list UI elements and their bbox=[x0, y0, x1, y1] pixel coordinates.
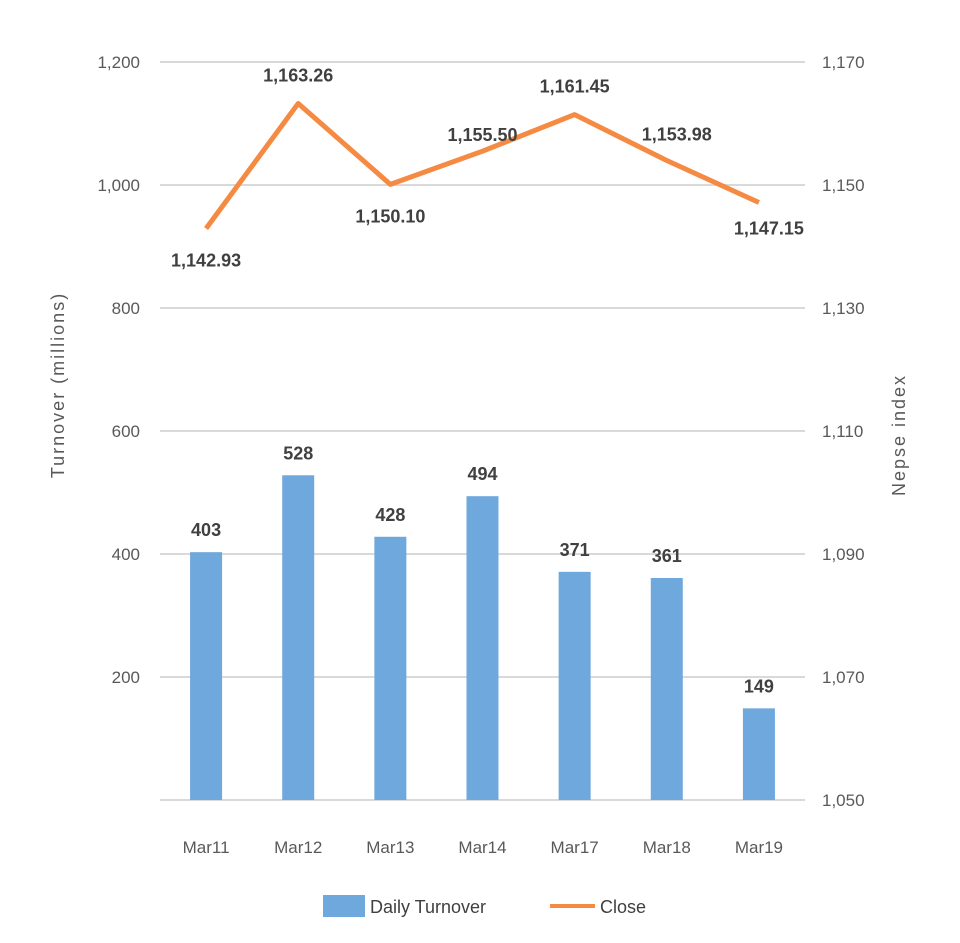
legend-swatch-turnover bbox=[323, 895, 365, 917]
y-tick-label: 1,000 bbox=[97, 176, 140, 195]
bar-data-label: 403 bbox=[191, 520, 221, 540]
y2-tick-label: 1,170 bbox=[822, 53, 865, 72]
y-tick-label: 400 bbox=[112, 545, 140, 564]
y-axis-title: Turnover (millions) bbox=[48, 292, 68, 478]
y-tick-label: 800 bbox=[112, 299, 140, 318]
line-data-label: 1,155.50 bbox=[447, 125, 517, 145]
y2-tick-label: 1,050 bbox=[822, 791, 865, 810]
y2-tick-label: 1,150 bbox=[822, 176, 865, 195]
x-tick-label: Mar11 bbox=[183, 838, 230, 857]
y2-tick-label: 1,070 bbox=[822, 668, 865, 687]
legend-label-turnover: Daily Turnover bbox=[370, 897, 486, 917]
bar-data-label: 428 bbox=[375, 505, 405, 525]
x-tick-label: Mar19 bbox=[735, 838, 783, 857]
y-tick-label: 600 bbox=[112, 422, 140, 441]
line-data-label: 1,153.98 bbox=[642, 125, 712, 145]
bar-data-label: 371 bbox=[560, 540, 590, 560]
legend-label-close: Close bbox=[600, 897, 646, 917]
y-tick-label: 1,200 bbox=[97, 53, 140, 72]
bar-data-label: 361 bbox=[652, 546, 682, 566]
x-tick-label: Mar18 bbox=[643, 838, 691, 857]
bar-data-label: 494 bbox=[467, 464, 497, 484]
bar-Mar13 bbox=[374, 537, 406, 800]
line-data-label: 1,163.26 bbox=[263, 65, 333, 85]
y2-axis-title: Nepse index bbox=[889, 374, 909, 496]
bar-data-label: 528 bbox=[283, 443, 313, 463]
close-line bbox=[206, 103, 759, 228]
line-data-label: 1,161.45 bbox=[540, 77, 610, 97]
x-tick-label: Mar12 bbox=[274, 838, 322, 857]
line-data-label: 1,142.93 bbox=[171, 250, 241, 270]
y2-tick-label: 1,130 bbox=[822, 299, 865, 318]
bar-Mar17 bbox=[559, 572, 591, 800]
x-tick-label: Mar17 bbox=[551, 838, 599, 857]
bar-Mar12 bbox=[282, 475, 314, 800]
y-tick-label: 200 bbox=[112, 668, 140, 687]
legend: Daily Turnover Close bbox=[323, 895, 646, 917]
x-tick-label: Mar13 bbox=[366, 838, 414, 857]
y2-tick-label: 1,110 bbox=[822, 422, 863, 441]
bar-Mar18 bbox=[651, 578, 683, 800]
bar-Mar11 bbox=[190, 552, 222, 800]
bar-Mar19 bbox=[743, 708, 775, 800]
y2-tick-label: 1,090 bbox=[822, 545, 865, 564]
line-data-label: 1,147.15 bbox=[734, 219, 804, 239]
x-tick-label: Mar14 bbox=[458, 838, 506, 857]
line-data-label: 1,150.10 bbox=[355, 206, 425, 226]
bar-Mar14 bbox=[467, 496, 499, 800]
bar-data-label: 149 bbox=[744, 676, 774, 696]
